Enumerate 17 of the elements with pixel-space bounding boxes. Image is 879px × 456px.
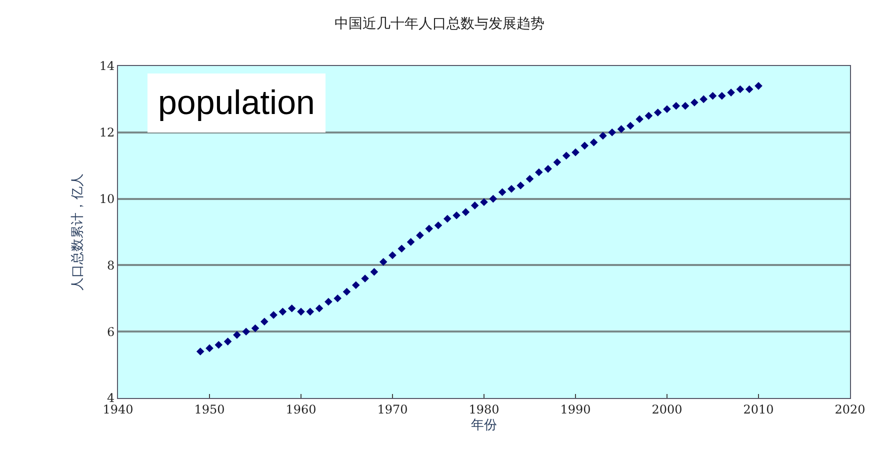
y-tick-label: 8 xyxy=(106,258,115,272)
x-tick-label: 2020 xyxy=(834,402,866,416)
x-tick-label: 1990 xyxy=(560,402,591,416)
chart-title: 中国近几十年人口总数与发展趋势 xyxy=(334,16,544,32)
x-tick-label: 1980 xyxy=(468,402,500,416)
x-tick-label: 1960 xyxy=(286,402,316,416)
y-tick-label: 6 xyxy=(106,324,115,339)
x-tick-label: 2010 xyxy=(743,402,774,416)
y-tick-label: 10 xyxy=(99,192,115,206)
x-tick-label: 1950 xyxy=(194,402,225,416)
y-tick-label: 14 xyxy=(99,59,115,74)
y-axis-title: 人口总数累计，亿人 xyxy=(70,174,86,290)
x-tick-label: 1970 xyxy=(377,402,408,416)
x-tick-label: 2000 xyxy=(652,402,682,416)
x-axis-title: 年份 xyxy=(471,418,497,433)
y-tick-label: 12 xyxy=(99,126,115,140)
annotation: population xyxy=(158,84,315,122)
